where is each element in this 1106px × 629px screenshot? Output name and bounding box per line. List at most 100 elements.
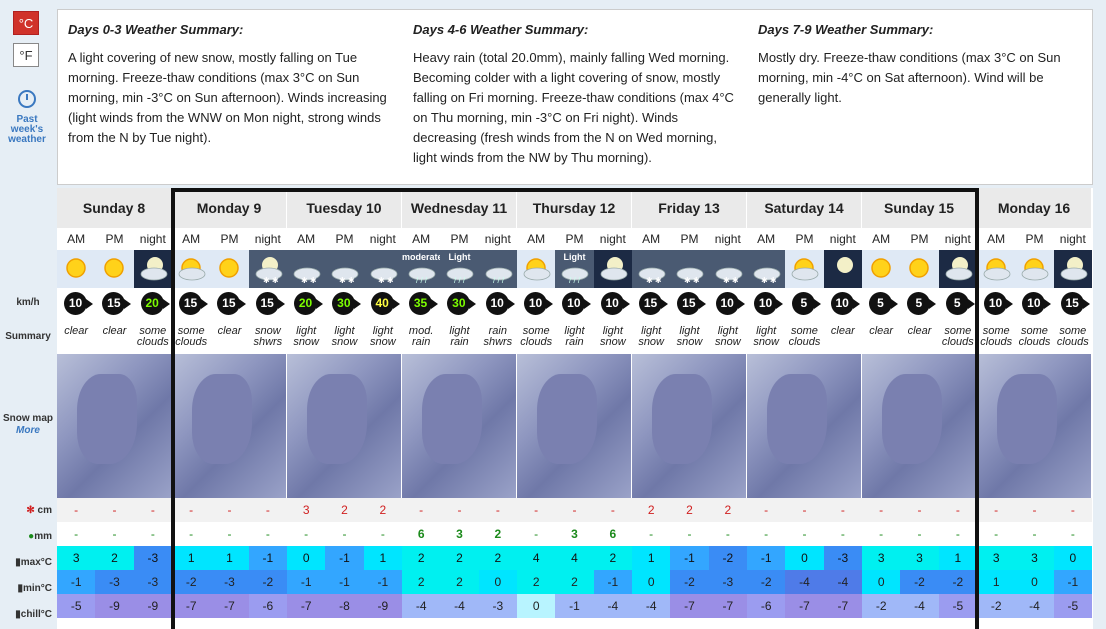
snow-value: - [57, 498, 96, 522]
wind-arrow-icon: 10 [1022, 292, 1052, 315]
period-label: night [484, 232, 511, 246]
min-temp: 2 [402, 570, 441, 594]
day-header: Sunday 15 [862, 188, 977, 228]
wind-arrow-icon: 10 [485, 292, 515, 315]
wind-chill: -9 [133, 594, 172, 618]
wind-value: 20 [145, 296, 159, 310]
condition-summary: some clouds [136, 325, 169, 348]
period-label: night [944, 232, 971, 246]
rain-value: - [977, 522, 1016, 546]
wind-arrow-icon: 10 [984, 292, 1013, 315]
wind-chill: -2 [977, 594, 1016, 618]
fahrenheit-button[interactable]: °F [13, 43, 39, 67]
period-label: night [714, 232, 741, 246]
snowmap-more-link[interactable]: More [16, 425, 40, 436]
wind-direction-icon [239, 299, 247, 309]
period-label: night [254, 232, 281, 246]
wind-direction-icon [546, 299, 553, 309]
wind-value: 5 [877, 296, 884, 310]
max-temp: 2 [478, 546, 517, 570]
wind-speed: 15 [210, 288, 248, 322]
wind-chill: -8 [325, 594, 364, 618]
condition-summary: clear [217, 325, 242, 337]
wind-chill: -1 [555, 594, 594, 618]
condition-summary: some clouds [175, 325, 208, 348]
day-header: Tuesday 10 [287, 188, 402, 228]
wind-speed: 5 [939, 288, 977, 322]
period-label: PM [105, 232, 124, 246]
rain-value: - [517, 522, 556, 546]
snow-value: - [593, 498, 632, 522]
wind-chill: -7 [210, 594, 249, 618]
icon-caption: Light [448, 252, 471, 262]
min-temp: -1 [287, 570, 326, 594]
snow-map-image[interactable] [862, 354, 977, 498]
rain-cloud-icon: / / / Light [555, 250, 594, 288]
wind-direction-icon [392, 299, 400, 309]
wind-direction-icon [1006, 299, 1013, 309]
wind-direction-icon [277, 299, 285, 309]
svg-text:✱ ✱: ✱ ✱ [263, 276, 279, 283]
map-landmass [537, 374, 597, 464]
left-sidebar: °C °F Past week's weather km/h Summary S… [0, 0, 56, 629]
max-temp: 2 [95, 546, 134, 570]
icon-caption: Light [563, 252, 586, 262]
snow-map-image[interactable] [747, 354, 862, 498]
weather-summary-panel: Days 0-3 Weather Summary: A light coveri… [57, 9, 1093, 185]
summary-text: Heavy rain (total 20.0mm), mainly fallin… [413, 50, 734, 165]
svg-text:✱ ✱: ✱ ✱ [761, 276, 777, 283]
wind-chill: -4 [632, 594, 671, 618]
min-temp: -3 [210, 570, 249, 594]
snow-map-image[interactable] [57, 354, 172, 498]
wind-value: 15 [183, 296, 198, 310]
period-label: PM [335, 232, 354, 246]
wind-direction-icon [354, 299, 362, 309]
wind-arrow-icon: 5 [945, 292, 975, 315]
snow-value: - [95, 498, 134, 522]
max-temp: 0 [785, 546, 824, 570]
past-weather-link[interactable]: Past week's weather [2, 90, 52, 145]
wind-direction-icon [201, 299, 208, 309]
wind-arrow-icon: 10 [64, 292, 93, 315]
wind-direction-icon [86, 299, 93, 309]
rain-value: - [172, 522, 211, 546]
condition-summary: some clouds [788, 325, 821, 348]
wind-arrow-icon: 10 [600, 292, 630, 315]
snow-map-image[interactable] [172, 354, 287, 498]
rain-value: 6 [402, 522, 441, 546]
condition-summary: clear [830, 325, 855, 337]
rain-value: - [785, 522, 824, 546]
snow-map-image[interactable] [402, 354, 517, 498]
min-temp: -2 [670, 570, 709, 594]
snow-map-image[interactable] [517, 354, 632, 498]
snow-map-image[interactable] [632, 354, 747, 498]
wind-chill: -6 [248, 594, 287, 618]
map-landmass [307, 374, 367, 464]
wind-speed: 15 [670, 288, 708, 322]
svg-text:/ / /: / / / [493, 276, 505, 283]
rain-row-label: ●mm [28, 531, 52, 542]
summary-title: Days 7-9 Weather Summary: [758, 22, 934, 37]
period-label: night [829, 232, 856, 246]
snow-cloud-icon: ✱ ✱ [325, 250, 364, 288]
wind-value: 10 [567, 296, 581, 310]
rain-value: - [670, 522, 709, 546]
snow-value: - [900, 498, 939, 522]
clock-icon [18, 90, 36, 108]
wind-direction-icon [1082, 299, 1090, 309]
wind-arrow-icon: 20 [140, 292, 170, 315]
snow-map-image[interactable] [977, 354, 1092, 498]
celsius-button[interactable]: °C [13, 11, 39, 35]
snow-map-image[interactable] [287, 354, 402, 498]
condition-summary: clear [102, 325, 127, 337]
wind-arrow-icon: 5 [792, 292, 822, 315]
thermometer-icon: ▮ [17, 583, 23, 594]
snowflake-icon: ✻ [26, 505, 38, 516]
snow-value: - [133, 498, 172, 522]
min-temp: 2 [517, 570, 556, 594]
snow-value: 2 [708, 498, 747, 522]
rain-cloud-icon: / / / [478, 250, 517, 288]
day-header: Monday 9 [172, 188, 287, 228]
map-landmass [192, 374, 252, 464]
wind-speed: 20 [287, 288, 325, 322]
